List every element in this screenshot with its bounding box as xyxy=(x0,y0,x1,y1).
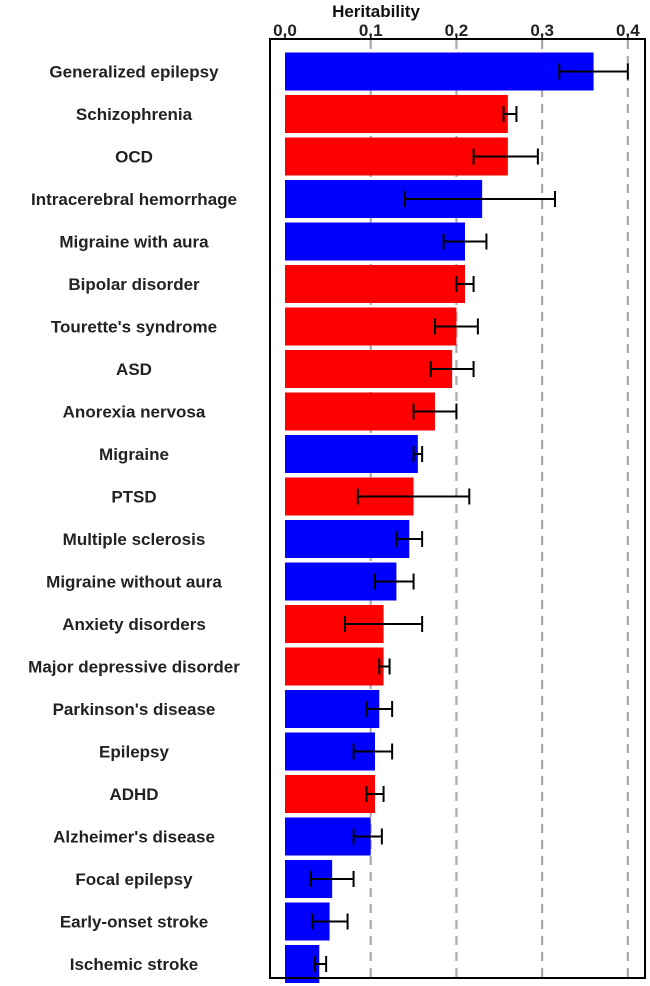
category-label: PTSD xyxy=(111,488,156,507)
error-bar xyxy=(352,828,383,845)
error-bar xyxy=(558,63,629,80)
bar xyxy=(285,690,380,728)
x-tick-label: 0.2 xyxy=(445,21,469,40)
category-label: Ischemic stroke xyxy=(70,955,199,974)
axis-title: Heritability xyxy=(332,2,420,21)
error-bar xyxy=(356,488,471,505)
category-label: Intracerebral hemorrhage xyxy=(31,190,237,209)
bar xyxy=(285,392,435,431)
category-label: ASD xyxy=(116,360,152,379)
error-bar xyxy=(472,148,539,165)
error-bar xyxy=(309,871,355,887)
category-label: Major depressive disorder xyxy=(28,658,240,677)
category-label: Alzheimer's disease xyxy=(53,828,215,847)
error-bar xyxy=(429,361,475,377)
bar xyxy=(285,265,465,303)
category-label: Epilepsy xyxy=(99,743,169,762)
bar xyxy=(285,647,384,686)
bar xyxy=(285,520,410,558)
category-label: Anorexia nervosa xyxy=(63,403,206,422)
error-bar xyxy=(378,658,391,675)
error-bar xyxy=(365,786,385,802)
category-label: Multiple sclerosis xyxy=(63,530,206,549)
x-tick-label: 0.1 xyxy=(359,21,383,40)
error-bar xyxy=(311,913,349,930)
error-bar xyxy=(434,318,479,335)
bar xyxy=(285,775,375,813)
category-label: Migraine xyxy=(99,445,169,464)
category-labels: Generalized epilepsy Schizophrenia OCD Intr… xyxy=(28,63,240,975)
category-label: Focal epilepsy xyxy=(75,870,193,889)
error-bars xyxy=(309,63,629,972)
error-bar xyxy=(412,403,458,420)
bar xyxy=(285,435,418,473)
error-bar xyxy=(404,191,556,207)
category-label: Schizophrenia xyxy=(76,105,193,124)
bar xyxy=(285,52,594,91)
category-label: ADHD xyxy=(109,785,158,804)
category-label: Tourette's syndrome xyxy=(51,318,217,337)
error-bar xyxy=(455,276,475,292)
category-label: Parkinson's disease xyxy=(53,700,216,719)
plot-frame xyxy=(269,38,646,979)
category-label: Anxiety disorders xyxy=(62,615,206,634)
error-bar xyxy=(442,233,488,250)
error-bar xyxy=(395,531,424,547)
bar xyxy=(285,95,508,133)
error-bar xyxy=(365,701,394,717)
category-label: Early-onset stroke xyxy=(60,913,208,932)
bar xyxy=(285,307,457,346)
bar xyxy=(285,350,453,388)
error-bar xyxy=(502,106,518,122)
category-label: OCD xyxy=(115,148,153,167)
x-tick-labels: 0.0 0.1 0.2 0.3 0.4 xyxy=(273,21,640,40)
error-bar xyxy=(344,616,424,632)
error-bar xyxy=(412,446,424,462)
error-bar xyxy=(314,956,328,972)
error-bar xyxy=(374,573,415,590)
x-tick-label: 0.0 xyxy=(273,21,297,40)
bar xyxy=(285,137,508,176)
category-label: Migraine without aura xyxy=(46,573,222,592)
x-tick-label: 0.4 xyxy=(616,21,640,40)
category-label: Bipolar disorder xyxy=(68,275,200,294)
bar xyxy=(285,945,320,983)
category-label: Migraine with aura xyxy=(59,233,209,252)
bars xyxy=(285,52,594,983)
bar xyxy=(285,222,465,261)
category-label: Generalized epilepsy xyxy=(49,63,219,82)
x-tick-label: 0.3 xyxy=(530,21,554,40)
error-bar xyxy=(352,743,394,760)
